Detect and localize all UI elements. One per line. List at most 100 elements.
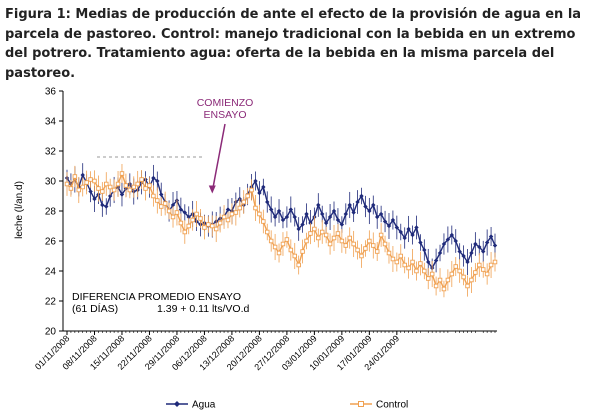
data-point-control (445, 277, 451, 283)
data-point-control (351, 241, 356, 247)
legend-label-control: Control (376, 400, 408, 411)
data-point-agua (327, 214, 333, 220)
data-point-agua (347, 202, 352, 208)
data-point-control (96, 186, 101, 191)
y-tick-label: 30 (45, 177, 57, 188)
data-point-control (206, 222, 211, 227)
data-point-control (406, 265, 411, 271)
data-point-control (202, 225, 207, 230)
data-point-agua (394, 225, 400, 230)
data-point-agua (288, 207, 294, 212)
data-point-control (253, 205, 258, 211)
data-point-agua (284, 214, 290, 220)
data-point-control (327, 241, 333, 247)
data-point-agua (359, 193, 364, 199)
data-point-control (437, 277, 443, 283)
data-point-control (268, 238, 274, 244)
data-point-agua (406, 226, 411, 232)
data-point-control (92, 178, 97, 184)
data-point-agua (481, 249, 486, 254)
data-point-agua (276, 208, 282, 214)
data-point-agua (323, 220, 329, 226)
data-point-agua (398, 229, 403, 235)
data-point-control (469, 277, 474, 283)
legend-label-agua: Agua (192, 400, 216, 411)
data-point-agua (268, 207, 274, 212)
data-point-control (265, 229, 270, 235)
data-point-control (433, 283, 439, 289)
data-point-control (465, 283, 470, 289)
data-point-agua (457, 249, 462, 254)
data-point-agua (410, 232, 415, 238)
data-point-control (319, 229, 325, 235)
data-point-control (280, 241, 286, 247)
annotation-line2: ENSAYO (204, 109, 247, 121)
annotation-arrowhead (208, 185, 216, 194)
data-point-agua (280, 217, 286, 223)
data-point-control (422, 268, 427, 274)
data-point-agua (382, 219, 388, 224)
data-point-control (363, 246, 368, 251)
data-point-control (374, 249, 380, 254)
data-point-agua (351, 210, 356, 215)
data-point-agua (100, 202, 105, 208)
data-point-agua (378, 211, 384, 217)
data-point-control (355, 247, 360, 253)
data-point-agua (292, 214, 297, 220)
data-point-control (162, 201, 168, 206)
data-point-agua (465, 259, 470, 265)
data-point-control (166, 208, 172, 214)
data-point-agua (88, 189, 93, 194)
data-point-agua (492, 243, 498, 248)
data-point-agua (339, 222, 345, 227)
series-agua (64, 163, 498, 278)
data-point-control (241, 199, 246, 205)
data-point-control (402, 262, 407, 268)
data-point-control (414, 268, 419, 274)
data-point-control (151, 193, 156, 199)
data-point-agua (363, 204, 368, 209)
data-point-control (477, 262, 482, 268)
y-tick-label: 28 (45, 207, 57, 218)
data-point-agua (104, 204, 109, 209)
data-point-control (261, 219, 266, 224)
data-point-control (304, 238, 309, 244)
data-point-control (155, 198, 160, 203)
data-point-control (390, 256, 396, 262)
data-point-control (237, 205, 243, 211)
data-point-agua (320, 211, 325, 217)
data-point-agua (355, 199, 360, 205)
data-point-agua (386, 223, 392, 229)
data-point-control (178, 220, 184, 226)
data-point-agua (335, 217, 341, 223)
y-tick-label: 32 (45, 147, 57, 158)
y-tick-label: 20 (45, 327, 57, 338)
y-tick-label: 36 (45, 87, 57, 98)
data-point-control (292, 253, 297, 259)
data-point-control (425, 276, 431, 281)
data-point-agua (473, 241, 478, 247)
data-point-control (378, 232, 384, 238)
data-point-agua (414, 225, 419, 230)
data-point-agua (371, 202, 376, 208)
data-point-control (76, 187, 82, 193)
annotation-line1: COMIENZO (197, 97, 254, 109)
data-point-control (158, 204, 164, 209)
data-point-control (139, 177, 144, 182)
data-point-agua (159, 192, 164, 197)
data-point-control (123, 183, 129, 188)
data-point-agua (261, 184, 266, 190)
data-point-control (316, 235, 321, 241)
data-point-agua (331, 208, 337, 214)
data-point-agua (437, 250, 443, 256)
legend-marker-agua (174, 401, 180, 407)
data-point-agua (80, 172, 85, 178)
data-point-agua (186, 214, 191, 220)
data-point-control (296, 262, 301, 268)
data-point-control (143, 186, 148, 191)
data-point-agua (453, 238, 458, 244)
legend-marker-control (358, 401, 364, 407)
data-point-control (488, 262, 494, 268)
data-point-control (198, 216, 203, 221)
